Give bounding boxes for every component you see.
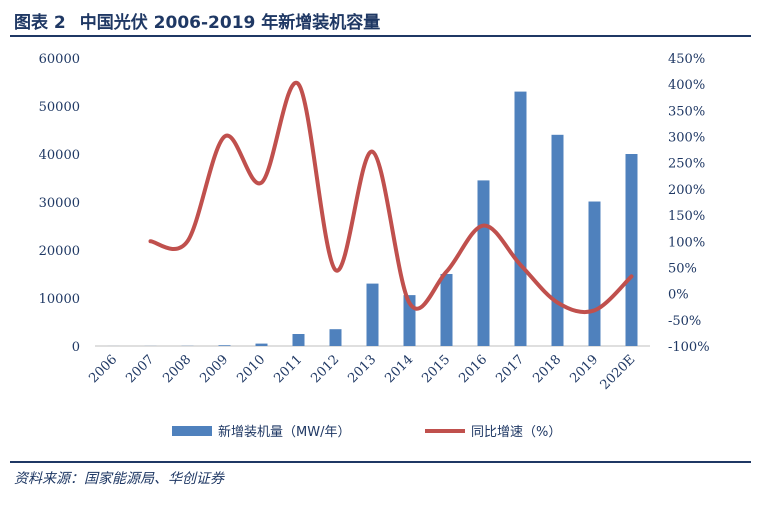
right-tick-label: 100% — [668, 235, 705, 250]
x-tick-label: 2012 — [308, 352, 342, 386]
x-tick-label: 2017 — [493, 352, 527, 386]
bar-2018 — [551, 134, 564, 346]
figure-label: 图表 2 — [14, 13, 66, 33]
legend: 新增装机量（MW/年） 同比增速（%） — [172, 424, 561, 440]
right-tick-label: 450% — [668, 52, 705, 67]
bar-2016 — [477, 180, 490, 346]
bar-2020E — [625, 154, 638, 346]
x-tick-label: 2020E — [598, 352, 639, 393]
x-tick-label: 2014 — [382, 352, 416, 386]
bottom-rule — [10, 461, 751, 463]
right-tick-label: 300% — [668, 131, 705, 146]
bar-2009 — [218, 345, 231, 346]
legend-label-bar: 新增装机量（MW/年） — [218, 424, 350, 440]
x-tick-label: 2018 — [530, 352, 564, 386]
x-tick-label: 2016 — [456, 352, 490, 386]
left-tick-label: 60000 — [39, 52, 80, 67]
right-tick-label: 0% — [668, 288, 689, 303]
x-tick-label: 2010 — [234, 352, 268, 386]
right-tick-label: 200% — [668, 183, 705, 198]
bar-2012 — [329, 329, 342, 346]
left-tick-label: 50000 — [39, 100, 80, 115]
right-tick-label: 350% — [668, 104, 705, 119]
right-tick-label: 250% — [668, 157, 705, 172]
legend-swatch-bar — [172, 426, 212, 436]
left-axis-ticks: 0 10000 20000 30000 40000 50000 60000 — [39, 52, 80, 355]
bar-2011 — [292, 334, 305, 346]
bar-2010 — [255, 343, 268, 346]
x-tick-label: 2006 — [86, 352, 120, 386]
right-axis-ticks: -100% -50% 0% 50% 100% 150% 200% 250% 300% 350% 40… — [668, 52, 710, 355]
figure-title-text: 中国光伏 2006-2019 年新增装机容量 — [79, 13, 381, 33]
source-note: 资料来源：国家能源局、华创证券 — [14, 471, 224, 487]
top-rule — [10, 35, 751, 37]
left-tick-label: 40000 — [39, 148, 80, 163]
x-tick-label: 2019 — [567, 352, 601, 386]
legend-label-line: 同比增速（%） — [471, 425, 561, 440]
x-axis-ticks: 2006 2007 2008 2009 2010 2011 2012 2013 2014 2015… — [86, 352, 638, 393]
left-tick-label: 0 — [72, 340, 80, 355]
figure-title: 图表 2 中国光伏 2006-2019 年新增装机容量 — [14, 8, 380, 33]
left-tick-label: 30000 — [39, 196, 80, 211]
right-tick-label: 50% — [668, 261, 697, 276]
chart: 0 10000 20000 30000 40000 50000 60000 -100% -50… — [39, 52, 710, 440]
x-tick-label: 2011 — [271, 352, 305, 386]
bar-2019 — [588, 201, 601, 346]
left-tick-label: 10000 — [39, 292, 80, 307]
growth-line — [148, 80, 634, 315]
bar-2013 — [366, 283, 379, 346]
x-tick-label: 2015 — [419, 352, 453, 386]
x-tick-label: 2007 — [123, 352, 157, 386]
x-tick-label: 2009 — [197, 352, 231, 386]
right-tick-label: -50% — [668, 314, 701, 329]
figure-title-bar: 图表 2 中国光伏 2006-2019 年新增装机容量 — [10, 4, 751, 34]
bar-series — [107, 91, 638, 346]
x-tick-label: 2008 — [160, 352, 194, 386]
bar-2015 — [440, 274, 453, 346]
left-tick-label: 20000 — [39, 244, 80, 259]
bar-2017 — [514, 91, 527, 346]
right-tick-label: 400% — [668, 78, 705, 93]
x-tick-label: 2013 — [345, 352, 379, 386]
right-tick-label: -100% — [668, 340, 710, 355]
right-tick-label: 150% — [668, 209, 705, 224]
